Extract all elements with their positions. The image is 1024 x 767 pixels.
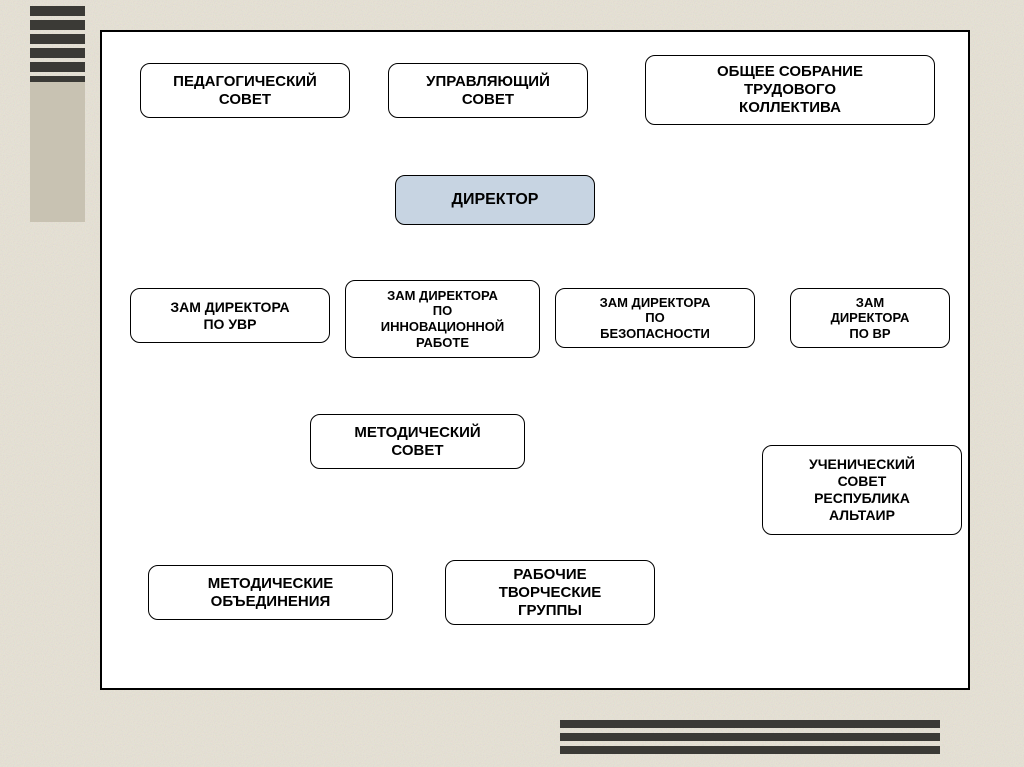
- decor-top-bar: [30, 6, 85, 16]
- node-uch: УЧЕНИЧЕСКИЙ СОВЕТ РЕСПУБЛИКА АЛЬТАИР: [762, 445, 962, 535]
- node-upr: УПРАВЛЯЮЩИЙ СОВЕТ: [388, 63, 588, 118]
- node-zam_vr: ЗАМ ДИРЕКТОРА ПО ВР: [790, 288, 950, 348]
- node-metod: МЕТОДИЧЕСКИЙ СОВЕТ: [310, 414, 525, 469]
- decor-bottom-bar: [560, 733, 940, 741]
- decor-top-bar: [30, 20, 85, 30]
- decor-side-strip: [30, 82, 85, 222]
- node-sobr: ОБЩЕЕ СОБРАНИЕ ТРУДОВОГО КОЛЛЕКТИВА: [645, 55, 935, 125]
- node-mo: МЕТОДИЧЕСКИЕ ОБЪЕДИНЕНИЯ: [148, 565, 393, 620]
- decor-bottom-bar: [560, 746, 940, 754]
- node-zam_bez: ЗАМ ДИРЕКТОРА ПО БЕЗОПАСНОСТИ: [555, 288, 755, 348]
- decor-top-bar: [30, 48, 85, 58]
- decor-bottom-bar: [560, 720, 940, 728]
- node-dir: ДИРЕКТОР: [395, 175, 595, 225]
- decor-top-bar: [30, 34, 85, 44]
- node-zam_inn: ЗАМ ДИРЕКТОРА ПО ИННОВАЦИОННОЙ РАБОТЕ: [345, 280, 540, 358]
- node-ped: ПЕДАГОГИЧЕСКИЙ СОВЕТ: [140, 63, 350, 118]
- decor-top-bar: [30, 62, 85, 72]
- node-zam_uvr: ЗАМ ДИРЕКТОРА ПО УВР: [130, 288, 330, 343]
- node-rtg: РАБОЧИЕ ТВОРЧЕСКИЕ ГРУППЫ: [445, 560, 655, 625]
